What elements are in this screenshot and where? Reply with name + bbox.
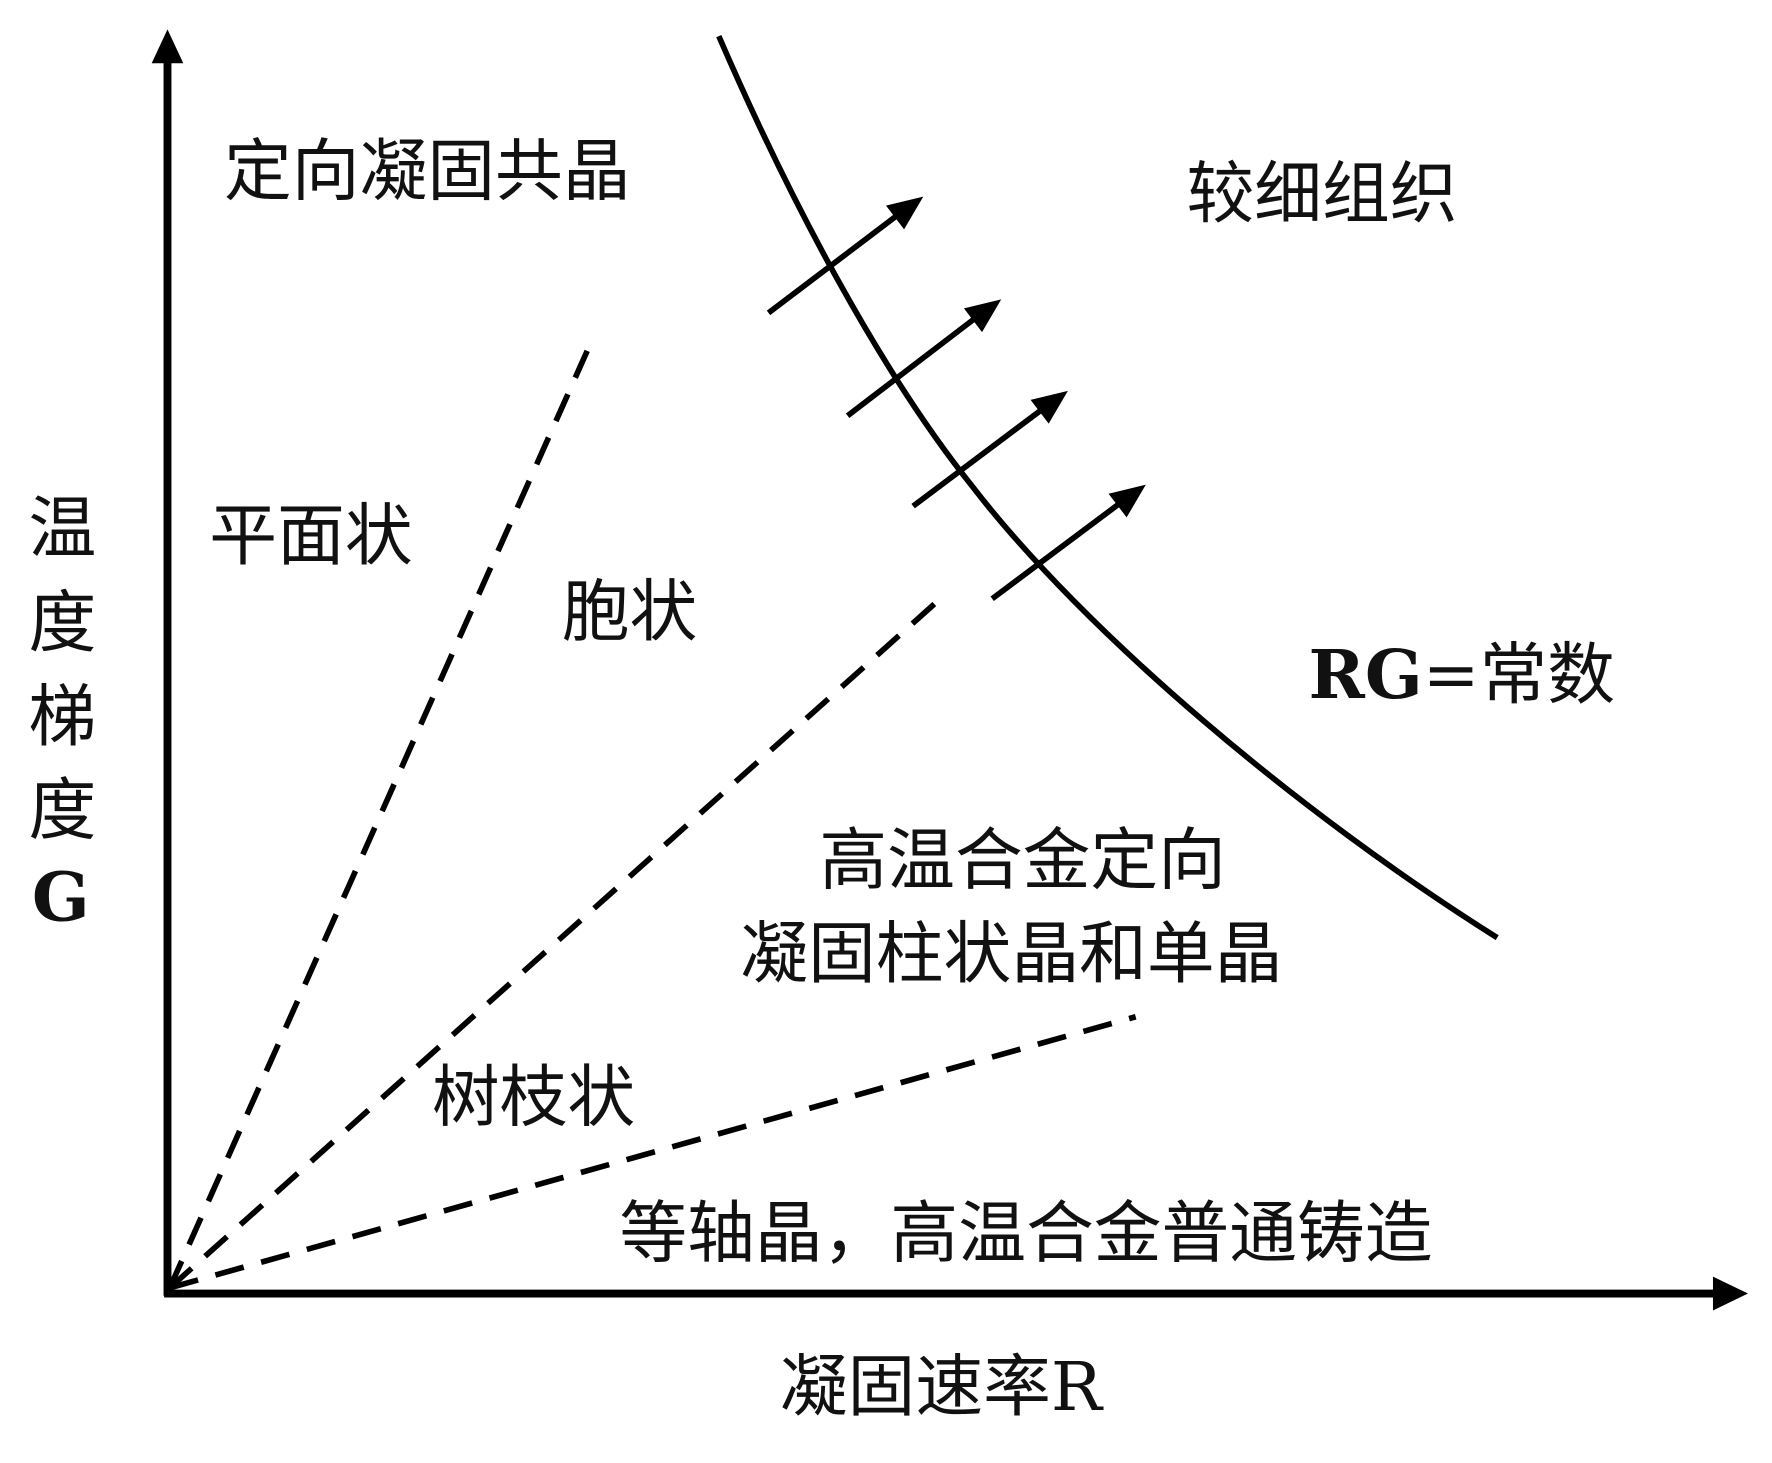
label-dendritic: 树枝状 bbox=[432, 1058, 635, 1137]
label-columnar-line1: 高温合金定向 bbox=[819, 820, 1226, 899]
y-axis-label-char: 梯 bbox=[29, 677, 97, 756]
constant-text: =常数 bbox=[1423, 635, 1615, 714]
arrowhead bbox=[1108, 484, 1146, 518]
label-eutectic: 定向凝固共晶 bbox=[224, 131, 631, 210]
x-axis-arrowhead bbox=[1712, 1276, 1748, 1311]
direction-arrow bbox=[845, 310, 984, 418]
direction-arrow bbox=[766, 207, 906, 316]
planar-cellular-boundary bbox=[167, 343, 593, 1290]
label-equiaxed: 等轴晶，高温合金普通铸造 bbox=[619, 1193, 1432, 1272]
label-finer-structure: 较细组织 bbox=[1187, 154, 1458, 233]
y-axis-label-char: G bbox=[32, 857, 90, 937]
y-axis-arrowhead bbox=[151, 29, 184, 64]
y-axis-label: 温 度 梯 度 G bbox=[29, 488, 97, 936]
x-axis-label: 凝固速率R bbox=[780, 1347, 1104, 1426]
label-cellular: 胞状 bbox=[562, 572, 698, 651]
cellular-dendritic-boundary bbox=[167, 596, 943, 1290]
label-planar: 平面状 bbox=[209, 496, 412, 575]
direction-arrow bbox=[911, 402, 1051, 509]
rg-constant-curve bbox=[716, 35, 1499, 941]
label-columnar-line2: 凝固柱状晶和单晶 bbox=[740, 914, 1282, 993]
y-axis-label-char: 度 bbox=[29, 771, 97, 850]
dendritic-equiaxed-boundary bbox=[168, 1014, 1137, 1291]
arrowhead bbox=[963, 299, 1002, 333]
direction-arrow bbox=[990, 495, 1129, 602]
arrowhead bbox=[1030, 390, 1068, 424]
y-axis-label-char: 度 bbox=[29, 583, 97, 662]
label-rg-constant: RG=常数 bbox=[1309, 634, 1616, 714]
arrowhead bbox=[886, 196, 924, 230]
y-axis-label-char: 温 bbox=[29, 488, 97, 567]
rg-text: RG bbox=[1309, 634, 1423, 714]
